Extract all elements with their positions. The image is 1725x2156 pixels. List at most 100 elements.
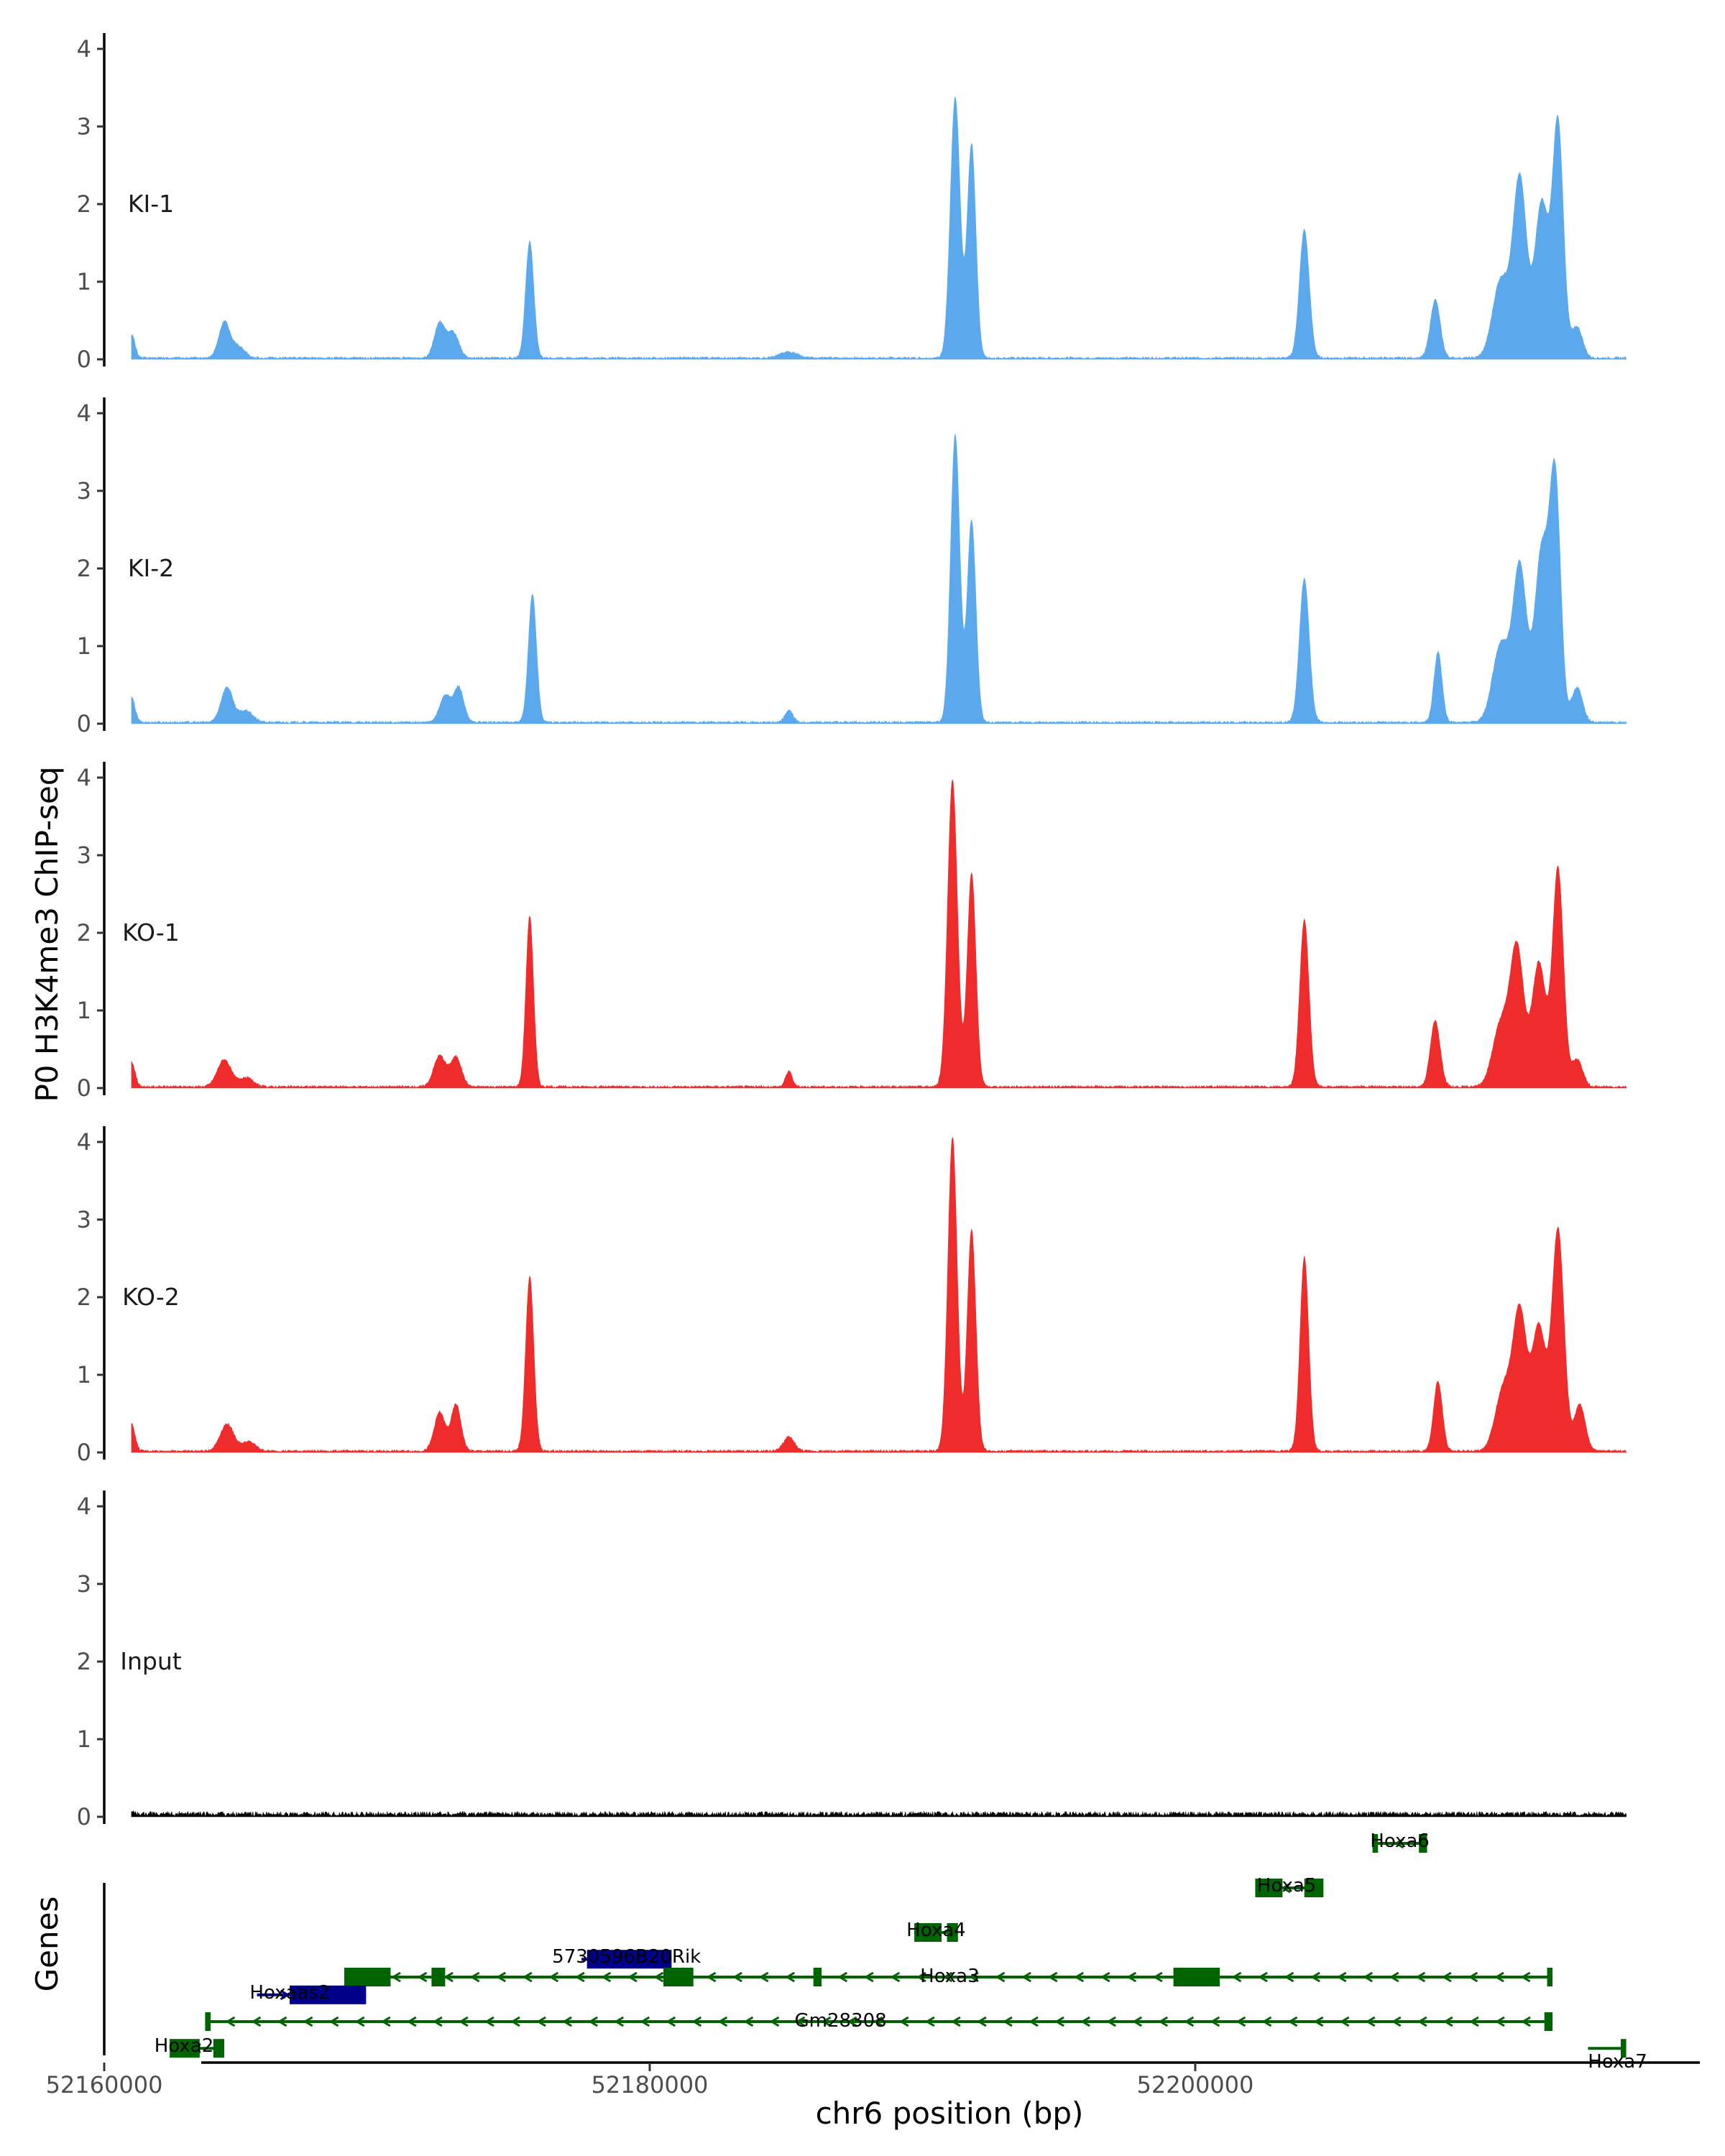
track-label: Input xyxy=(120,1647,182,1675)
track-ko-1: 0 1 2 3 4 KO-1 xyxy=(77,762,1627,1102)
gene-hoxa7: Hoxa7 xyxy=(1588,2039,1647,2073)
y-tick-label: 2 xyxy=(77,919,91,946)
genes-panel-title: Genes xyxy=(29,1897,65,1992)
strand-arrow xyxy=(769,2016,780,2027)
track-ki-1: 0 1 2 3 4 KI-1 xyxy=(77,33,1627,373)
y-tick-label: 1 xyxy=(77,1361,91,1388)
strand-arrow xyxy=(417,1971,428,1983)
coverage-area xyxy=(131,96,1627,360)
strand-arrow xyxy=(1047,1971,1058,1983)
track-label: KO-1 xyxy=(122,918,180,946)
y-tick-label: 4 xyxy=(77,400,91,427)
y-tick-label: 3 xyxy=(77,477,91,505)
strand-arrow xyxy=(795,2016,806,2027)
strand-arrow xyxy=(717,2016,728,2027)
strand-arrow xyxy=(1313,2016,1324,2027)
exon xyxy=(205,2012,211,2031)
strand-arrow xyxy=(1520,1971,1531,1983)
strand-arrow xyxy=(574,1971,585,1983)
strand-arrow xyxy=(640,2016,650,2027)
exon xyxy=(1620,2039,1627,2058)
strand-arrow xyxy=(277,2016,288,2027)
track-label: KI-1 xyxy=(128,190,174,218)
strand-arrow xyxy=(601,1971,612,1983)
strand-arrow xyxy=(758,1971,769,1983)
strand-arrow xyxy=(1054,2016,1064,2027)
y-tick-label: 4 xyxy=(77,764,91,791)
gene-hoxa5: Hoxa5 xyxy=(1255,1875,1324,1897)
strand-arrow xyxy=(548,1971,559,1983)
strand-arrow xyxy=(391,1971,401,1983)
y-axis-title: P0 H3K4me3 ChIP-seq xyxy=(29,766,65,1102)
strand-arrow xyxy=(942,1971,953,1983)
strand-arrow xyxy=(1469,2016,1479,2027)
strand-arrow xyxy=(536,2016,546,2027)
y-tick-label: 3 xyxy=(77,842,91,869)
strand-arrow xyxy=(916,1971,926,1983)
strand-arrow xyxy=(1021,1971,1031,1983)
strand-arrow xyxy=(1336,1971,1347,1983)
exon xyxy=(1419,1834,1427,1853)
x-tick-label: 52180000 xyxy=(592,2071,709,2099)
strand-arrow xyxy=(280,1989,290,2001)
y-tick-label: 2 xyxy=(77,190,91,218)
y-tick-label: 4 xyxy=(77,1493,91,1520)
strand-arrow xyxy=(459,2016,469,2027)
strand-arrow xyxy=(1236,2016,1246,2027)
exon xyxy=(1544,2012,1553,2031)
strand-arrow xyxy=(354,2016,365,2027)
y-tick-label: 4 xyxy=(77,1128,91,1156)
strand-arrow xyxy=(1029,2016,1039,2027)
strand-arrow xyxy=(706,1971,717,1983)
y-tick-label: 0 xyxy=(77,346,91,373)
y-tick-label: 0 xyxy=(77,710,91,737)
exon xyxy=(1173,1968,1220,1986)
strand-arrow xyxy=(924,2016,935,2027)
strand-arrow xyxy=(1258,1971,1268,1983)
exon xyxy=(947,1923,958,1942)
strand-arrow xyxy=(1210,2016,1220,2027)
coverage-area xyxy=(131,1136,1627,1453)
track-label: KI-2 xyxy=(128,554,174,582)
strand-arrow xyxy=(691,2016,702,2027)
strand-arrow xyxy=(1231,1971,1242,1983)
gene-hoxa3: Hoxa3 xyxy=(344,1966,1553,1987)
strand-arrow xyxy=(1415,1971,1426,1983)
strand-arrow xyxy=(1394,1838,1404,1849)
coverage-tracks: 0 1 2 3 4 KI-1 0 1 2 3 4 KI-2 0 1 2 3 4 KO-1 0 1 2 3 4 KO-2 0 1 2 3… xyxy=(77,33,1627,1830)
y-tick-label: 1 xyxy=(77,632,91,660)
track-input: 0 1 2 3 4 Input xyxy=(77,1491,1627,1830)
x-tick-label: 52200000 xyxy=(1137,2071,1254,2099)
strand-arrow xyxy=(847,2016,857,2027)
exon xyxy=(431,1968,446,1986)
strand-arrow xyxy=(873,2016,883,2027)
strand-arrow xyxy=(666,2016,676,2027)
y-tick-label: 0 xyxy=(77,1439,91,1466)
strand-arrow xyxy=(995,1971,1006,1983)
y-tick-label: 1 xyxy=(77,1726,91,1753)
exon xyxy=(1255,1879,1283,1897)
strand-arrow xyxy=(1287,2016,1298,2027)
x-axis: 52160000 52180000 52200000 xyxy=(46,2061,1700,2099)
y-tick-label: 0 xyxy=(77,1803,91,1830)
strand-arrow xyxy=(898,2016,909,2027)
strand-arrow xyxy=(1468,1971,1478,1983)
strand-arrow xyxy=(1521,2016,1531,2027)
gene-label: Hoxa4 xyxy=(906,1920,966,1941)
strand-arrow xyxy=(1494,1971,1504,1983)
strand-arrow xyxy=(977,2016,987,2027)
y-tick-label: 4 xyxy=(77,35,91,63)
y-tick-label: 1 xyxy=(77,268,91,295)
gene-hoxa4: Hoxa4 xyxy=(906,1920,966,1942)
coverage-area xyxy=(131,779,1627,1089)
strand-arrow xyxy=(1391,2016,1402,2027)
gene-hoxa6: Hoxa6 xyxy=(1370,1830,1430,1853)
exon xyxy=(1304,1879,1324,1897)
strand-arrow xyxy=(1261,2016,1272,2027)
gene-label: Hoxa3 xyxy=(920,1966,980,1987)
strand-arrow xyxy=(406,2016,417,2027)
strand-arrow xyxy=(496,1971,506,1983)
strand-arrow xyxy=(1495,2016,1505,2027)
gene-gm28308: Gm28308 xyxy=(205,2010,1553,2032)
y-tick-label: 3 xyxy=(77,1570,91,1598)
